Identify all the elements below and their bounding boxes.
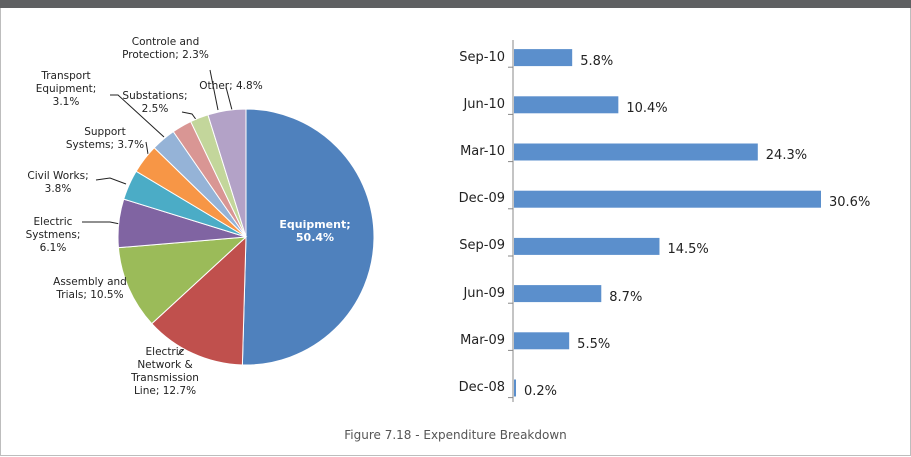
slice-category: Substations;: [122, 90, 188, 102]
pie-slice: [241, 108, 375, 366]
category-label: Mar-10: [460, 144, 505, 159]
bar: [514, 379, 517, 397]
slice-label: Support Systems; 3.7%: [60, 126, 150, 152]
slice-label: Other; 4.8%: [196, 80, 266, 93]
slice-value: 2.3%: [182, 49, 209, 61]
slice-value: 3.8%: [44, 183, 72, 195]
slice-label: Assembly and Trials; 10.5%: [40, 276, 140, 302]
slice-value: 3.7%: [117, 139, 145, 151]
bar: [514, 49, 573, 67]
slice-label: Electric Systmens; 6.1%: [18, 216, 88, 255]
slice-category: Electric Network & Transmission Line;: [131, 346, 199, 397]
value-label: 24.3%: [765, 148, 808, 163]
value-label: 8.7%: [609, 289, 643, 305]
value-label: 10.4%: [626, 100, 668, 116]
header-bar: [0, 0, 911, 8]
slice-label: Transport Equipment; 3.1%: [26, 70, 106, 109]
slice-label: Electric Network & Transmission Line; 12…: [125, 346, 205, 398]
slice-value: 3.1%: [52, 96, 80, 108]
caption: Figure 7.18 - Expenditure Breakdown: [344, 428, 567, 442]
bar: [514, 143, 758, 161]
slice-label: Controle and Protection; 2.3%: [118, 36, 213, 62]
slice-category: Equipment;: [279, 218, 351, 231]
slice-label: Equipment; 50.4%: [270, 218, 360, 244]
slice-value: 12.7%: [162, 385, 197, 397]
category-label: Mar-09: [460, 332, 505, 348]
category-label: Sep-10: [459, 49, 505, 65]
slice-value: 10.5%: [90, 289, 124, 301]
slice-label: Civil Works; 3.8%: [18, 170, 98, 196]
pie-slice: [117, 236, 248, 325]
bar: [514, 285, 602, 303]
category-label: Sep-09: [459, 238, 505, 254]
slice-value: 6.1%: [39, 242, 67, 254]
slice-value: 50.4%: [295, 231, 335, 244]
slice-label: Substations; 2.5%: [120, 90, 190, 116]
value-label: 5.5%: [577, 336, 611, 352]
bar: [514, 332, 570, 350]
slice-category: Transport Equipment;: [35, 70, 97, 95]
value-label: 30.6%: [829, 195, 871, 211]
value-label: 0.2%: [524, 384, 558, 399]
slice-category: Other;: [199, 80, 233, 92]
category-label: Dec-08: [458, 380, 505, 395]
value-label: 14.5%: [667, 242, 709, 258]
slice-category: Electric Systmens;: [25, 216, 81, 241]
bar: [514, 190, 821, 208]
category-label: Dec-09: [458, 191, 505, 207]
bar: [514, 96, 619, 114]
value-label: 5.8%: [580, 53, 614, 69]
category-label: Jun-10: [463, 96, 505, 112]
slice-value: 2.5%: [141, 103, 169, 115]
category-label: Jun-09: [463, 285, 505, 301]
pie-slice: [207, 108, 247, 238]
slice-category: Civil Works;: [27, 170, 89, 182]
slice-category: Assembly and Trials;: [53, 276, 127, 301]
pie-slice: [151, 235, 247, 366]
slice-category: Support Systems;: [65, 126, 126, 151]
slice-value: 4.8%: [236, 80, 263, 92]
bar: [514, 237, 660, 255]
slice-category: Controle and Protection;: [122, 36, 200, 61]
